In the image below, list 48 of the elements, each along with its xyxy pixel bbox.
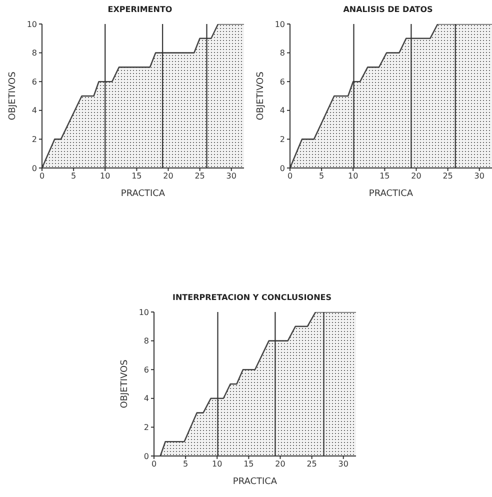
x-tick-label: 10 — [100, 172, 110, 181]
y-tick-label: 10 — [274, 20, 285, 29]
y-tick-label: 8 — [280, 48, 285, 58]
y-axis-title: OBJETIVOS — [256, 71, 266, 120]
x-tick-label: 5 — [183, 460, 188, 469]
x-axis-title: PRACTICA — [120, 189, 166, 199]
x-tick-label: 0 — [39, 172, 45, 181]
x-tick-label: 10 — [212, 460, 222, 469]
x-tick-label: 5 — [71, 172, 76, 181]
chart-title: INTERPRETACION Y CONCLUSIONES — [172, 292, 332, 304]
y-axis-title: OBJETIVOS — [120, 359, 130, 408]
y-tick-label: 0 — [280, 164, 285, 173]
x-tick-label: 20 — [275, 460, 286, 469]
y-tick-label: 4 — [280, 106, 285, 116]
x-tick-label: 20 — [163, 172, 174, 181]
x-tick-label: 0 — [287, 172, 293, 181]
x-tick-label: 5 — [319, 172, 324, 181]
x-tick-label: 10 — [348, 172, 358, 181]
y-axis-title: OBJETIVOS — [8, 71, 18, 120]
x-tick-label: 0 — [151, 460, 157, 469]
x-tick-label: 25 — [194, 172, 205, 181]
y-tick-label: 2 — [280, 135, 285, 144]
y-tick-label: 8 — [144, 336, 149, 346]
y-tick-label: 4 — [32, 106, 37, 116]
y-tick-label: 2 — [144, 423, 149, 432]
x-tick-label: 15 — [380, 172, 390, 181]
y-tick-label: 10 — [138, 308, 149, 317]
y-tick-label: 6 — [144, 365, 149, 374]
x-axis-title: PRACTICA — [232, 477, 278, 487]
x-tick-label: 30 — [226, 172, 236, 181]
x-axis-title: PRACTICA — [368, 189, 414, 199]
x-tick-label: 30 — [474, 172, 484, 181]
y-tick-label: 10 — [26, 20, 37, 29]
x-tick-label: 25 — [306, 460, 317, 469]
x-tick-label: 30 — [338, 460, 348, 469]
y-tick-label: 4 — [144, 394, 149, 404]
chart-title: ANALISIS DE DATOS — [342, 4, 434, 16]
x-tick-label: 25 — [442, 172, 453, 181]
chart-title: EXPERIMENTO — [106, 4, 174, 16]
x-tick-label: 20 — [411, 172, 422, 181]
y-tick-label: 0 — [32, 164, 37, 173]
y-tick-label: 6 — [280, 77, 285, 86]
y-tick-label: 6 — [32, 77, 37, 86]
y-tick-label: 8 — [32, 48, 37, 58]
x-tick-label: 15 — [132, 172, 142, 181]
y-tick-label: 2 — [32, 135, 37, 144]
x-tick-label: 15 — [244, 460, 254, 469]
y-tick-label: 0 — [144, 452, 149, 461]
